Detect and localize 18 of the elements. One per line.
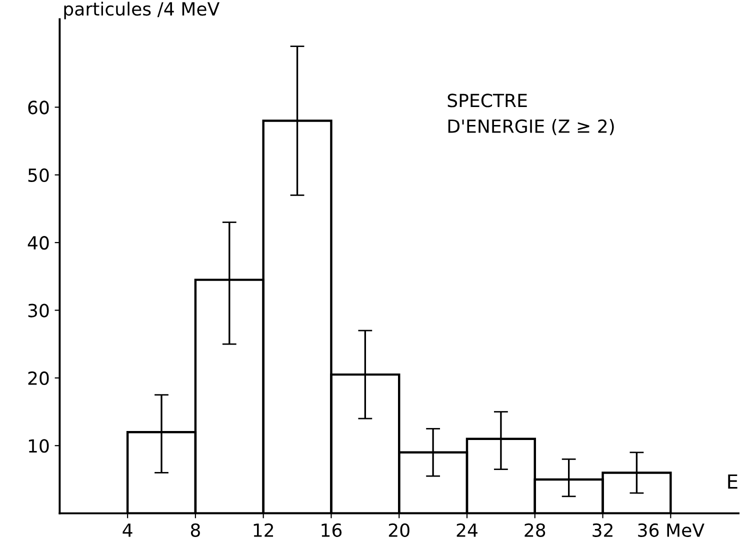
x-tick-label: 32 bbox=[592, 523, 612, 538]
y-tick-label: 40 bbox=[28, 236, 49, 250]
x-tick-label: 12 bbox=[254, 523, 274, 537]
x-tick-label: 4 bbox=[122, 524, 132, 537]
x-tick-label: 28 bbox=[524, 523, 546, 538]
y-tick-label: 30 bbox=[28, 304, 49, 318]
x-tick-label: 20 bbox=[388, 523, 410, 538]
x-tick-label: 24 bbox=[456, 523, 478, 537]
x-tick-label: 36 MeV bbox=[638, 523, 704, 538]
y-tick-label: 50 bbox=[28, 168, 49, 182]
y-tick-label: 60 bbox=[28, 100, 49, 114]
annotation: SPECTRE D'ENERGIE (Z ≥ 2) bbox=[448, 94, 614, 136]
y-tick-label: 20 bbox=[28, 371, 49, 386]
x-tick-label: 8 bbox=[190, 523, 200, 538]
y-tick-label: 10 bbox=[28, 439, 49, 453]
y-axis-title: particules /4 MeV bbox=[64, 2, 220, 20]
x-axis-title: E bbox=[728, 474, 738, 489]
x-tick-label: 16 bbox=[322, 523, 342, 538]
